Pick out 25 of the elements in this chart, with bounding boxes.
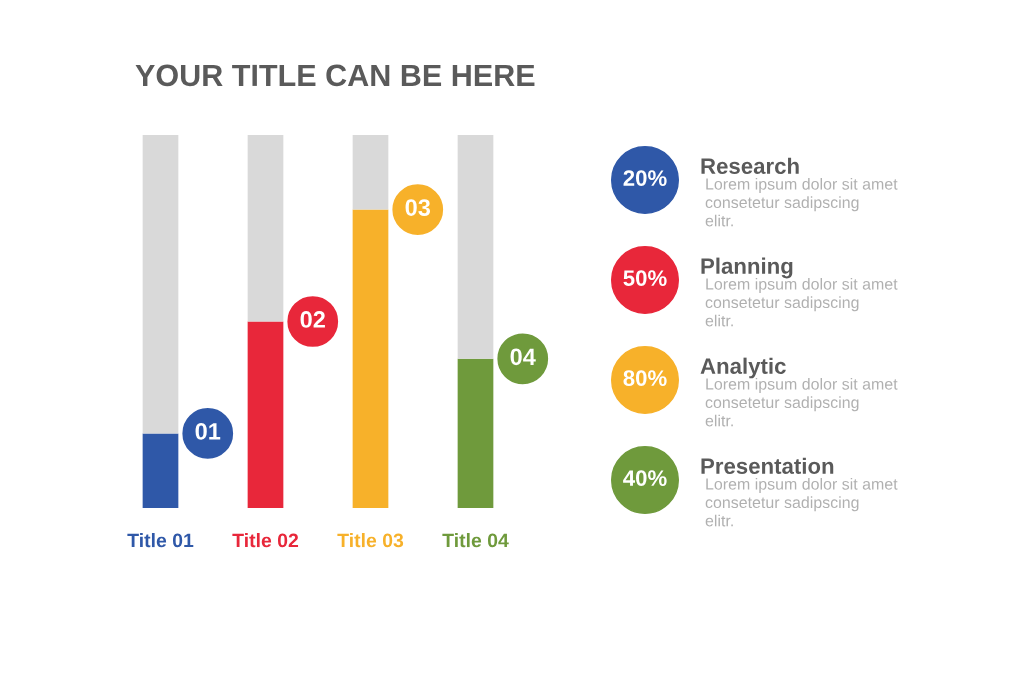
x-tick-label: Title 01 [127,533,194,548]
bar [142,135,179,434]
bar [352,135,389,210]
x-tick-label: Title 04 [442,533,509,548]
annotation: 03 [405,199,431,216]
annotation: 04 [510,348,536,366]
annotation: 02 [300,311,325,328]
text: Lorem ipsum dolor sit amet consetetur sadipscing elitr. [705,478,898,527]
text: Lorem ipsum dolor sit amet consetetur sadipscing elitr. [705,278,898,327]
category-label: Research [701,157,799,174]
text: 80% [623,370,667,386]
x-tick-label: Title 03 [337,533,404,548]
category-label: Planning [701,257,793,279]
text: 50% [623,270,667,286]
category-label: Presentation [701,457,834,474]
chart-title: YOUR TITLE CAN BE HERE [135,64,535,87]
bar [247,135,284,322]
x-tick-label: Title 02 [232,533,299,548]
text: 20% [623,170,667,186]
annotation: 01 [195,423,221,440]
text: 40% [623,470,667,486]
text: Lorem ipsum dolor sit amet consetetur sadipscing elitr. [705,178,898,227]
category-label: Analytic [700,357,786,379]
text: Lorem ipsum dolor sit amet consetetur sadipscing elitr. [705,378,898,427]
bar [457,135,494,359]
